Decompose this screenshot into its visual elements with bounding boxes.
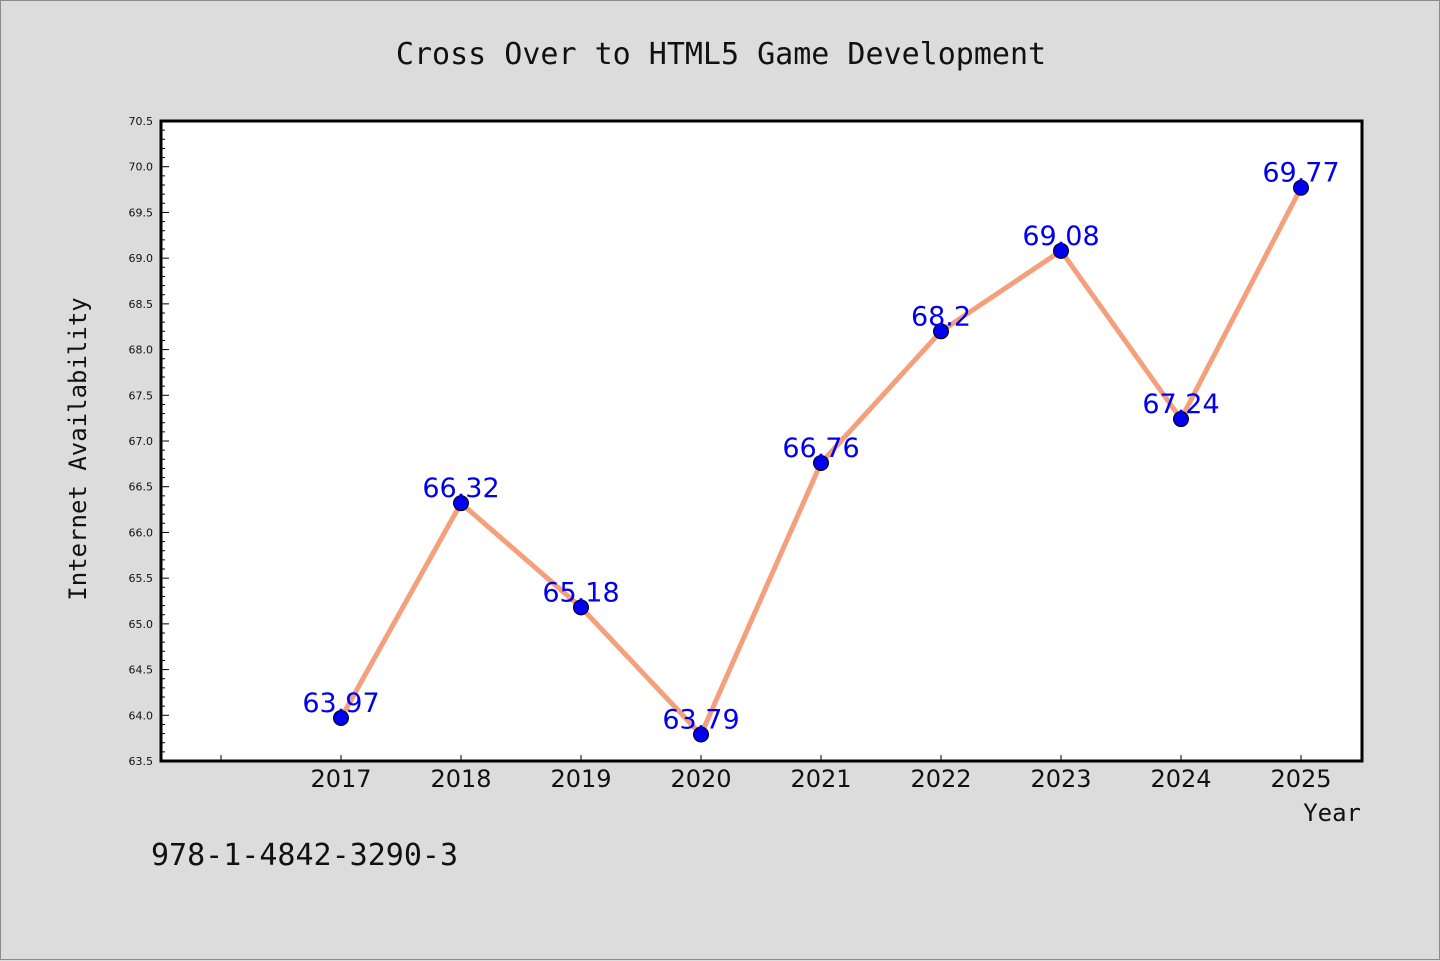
data-point: [933, 323, 949, 340]
y-tick-label: 68.5: [129, 298, 154, 311]
x-tick-label: 2020: [670, 765, 731, 793]
data-label: 66.76: [782, 433, 859, 464]
y-axis: 63.5 64.0 64.5 65.0 65.5 66.0 66.5 67.0 67.5 68.0…: [129, 115, 154, 768]
data-point: [813, 454, 829, 471]
x-axis-label: Year: [1303, 799, 1361, 827]
y-tick-label: 64.0: [129, 709, 154, 722]
data-point: [1173, 411, 1189, 428]
y-axis-label: Internet Availability: [64, 297, 92, 600]
y-tick-label: 67.0: [129, 435, 154, 448]
x-axis: 2017 2018 2019 2020 2021 2022 2023 2024 2025: [220, 755, 1332, 793]
y-minor-ticks: [161, 120, 169, 762]
data-point: [1293, 179, 1309, 196]
data-label: 63.97: [302, 688, 379, 719]
x-tick-label: 2017: [310, 765, 371, 793]
data-label: 69.08: [1022, 221, 1099, 252]
x-tick-label: 2024: [1150, 765, 1211, 793]
y-tick-label: 68.0: [129, 344, 154, 357]
y-tick-label: 70.5: [129, 115, 154, 128]
data-point: [573, 599, 589, 616]
data-label: 67.24: [1142, 389, 1219, 420]
chart-title: Cross Over to HTML5 Game Development: [396, 37, 1046, 72]
data-label: 63.79: [662, 704, 739, 735]
data-labels: 63.97 66.32 65.18 63.79 66.76 68.2 69.08 67.24 6…: [302, 158, 1339, 736]
y-tick-label: 70.0: [129, 161, 154, 174]
data-label: 66.32: [422, 473, 499, 504]
y-tick-label: 69.5: [129, 206, 154, 219]
y-tick-label: 65.0: [129, 618, 154, 631]
x-tick-label: 2022: [910, 765, 971, 793]
x-tick-label: 2019: [550, 765, 611, 793]
data-label: 69.77: [1262, 158, 1339, 189]
x-tick-label: 2021: [790, 765, 851, 793]
y-tick-label: 66.0: [129, 526, 154, 539]
y-tick-label: 63.5: [129, 755, 154, 768]
x-tick-label: 2018: [430, 765, 491, 793]
x-tick-label: 2023: [1030, 765, 1091, 793]
plot-area: [159, 119, 1364, 763]
data-label: 68.2: [911, 301, 971, 332]
series-markers: [333, 179, 1309, 743]
y-tick-label: 65.5: [129, 572, 154, 585]
y-tick-label: 69.0: [129, 252, 154, 265]
y-tick-label: 67.5: [129, 389, 154, 402]
data-point: [1053, 242, 1069, 259]
data-label: 65.18: [542, 577, 619, 608]
data-point: [693, 726, 709, 743]
data-point: [453, 495, 469, 512]
y-tick-label: 64.5: [129, 664, 154, 677]
y-tick-label: 66.5: [129, 481, 154, 494]
x-tick-label: 2025: [1270, 765, 1331, 793]
data-point: [333, 710, 349, 727]
isbn-footnote: 978-1-4842-3290-3: [151, 838, 458, 873]
